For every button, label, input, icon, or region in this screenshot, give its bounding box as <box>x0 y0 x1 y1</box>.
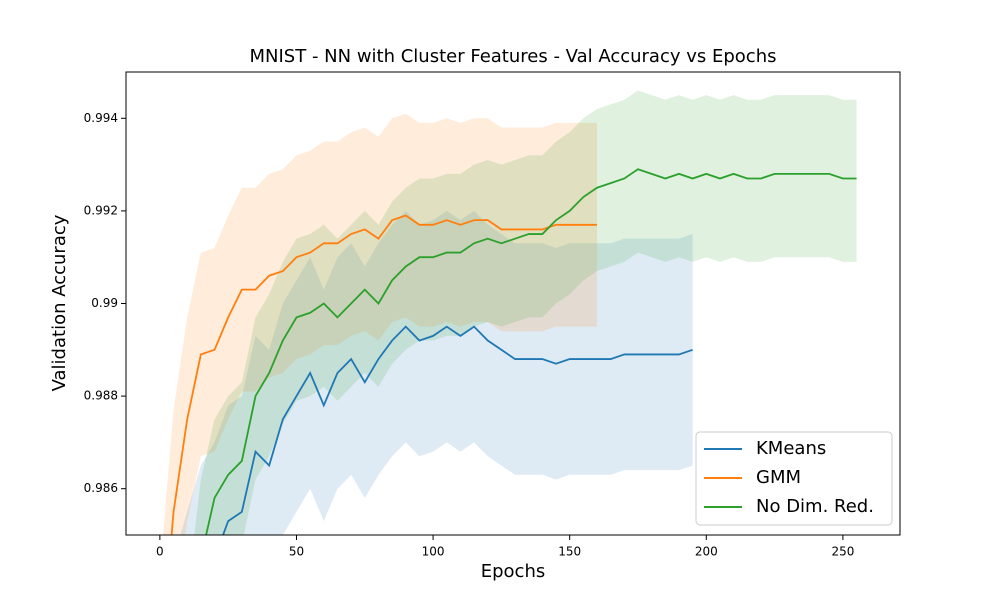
error-band <box>180 210 693 535</box>
x-tick-label: 250 <box>831 545 854 559</box>
y-tick-label: 0.988 <box>84 389 118 403</box>
x-tick-label: 150 <box>558 545 581 559</box>
legend-label: No Dim. Red. <box>756 496 874 517</box>
lines <box>170 168 857 535</box>
legend-label: KMeans <box>756 438 826 459</box>
error-band <box>163 113 598 535</box>
legend: KMeans GMM No Dim. Red. <box>695 431 893 526</box>
series-line <box>222 325 693 535</box>
y-tick-label: 0.994 <box>84 111 118 125</box>
x-tick-label: 50 <box>289 545 304 559</box>
error-band <box>194 90 857 535</box>
legend-box <box>695 431 893 526</box>
x-tick-label: 0 <box>156 545 164 559</box>
y-axis-label: Validation Accuracy <box>49 214 70 391</box>
legend-label: GMM <box>756 467 801 488</box>
axes: 0 50 100 150 200 250 0.986 0.988 0.99 0.992 0.994 <box>84 111 855 559</box>
series-line <box>205 168 857 535</box>
chart-title: MNIST - NN with Cluster Features - Val A… <box>250 46 777 67</box>
x-tick-label: 100 <box>422 545 445 559</box>
series-line <box>170 214 598 535</box>
y-tick-label: 0.992 <box>84 203 118 217</box>
y-tick-label: 0.99 <box>91 296 118 310</box>
x-axis-label: Epochs <box>481 561 546 582</box>
x-tick-label: 200 <box>695 545 718 559</box>
y-tick-label: 0.986 <box>84 481 118 495</box>
bands <box>163 90 857 535</box>
